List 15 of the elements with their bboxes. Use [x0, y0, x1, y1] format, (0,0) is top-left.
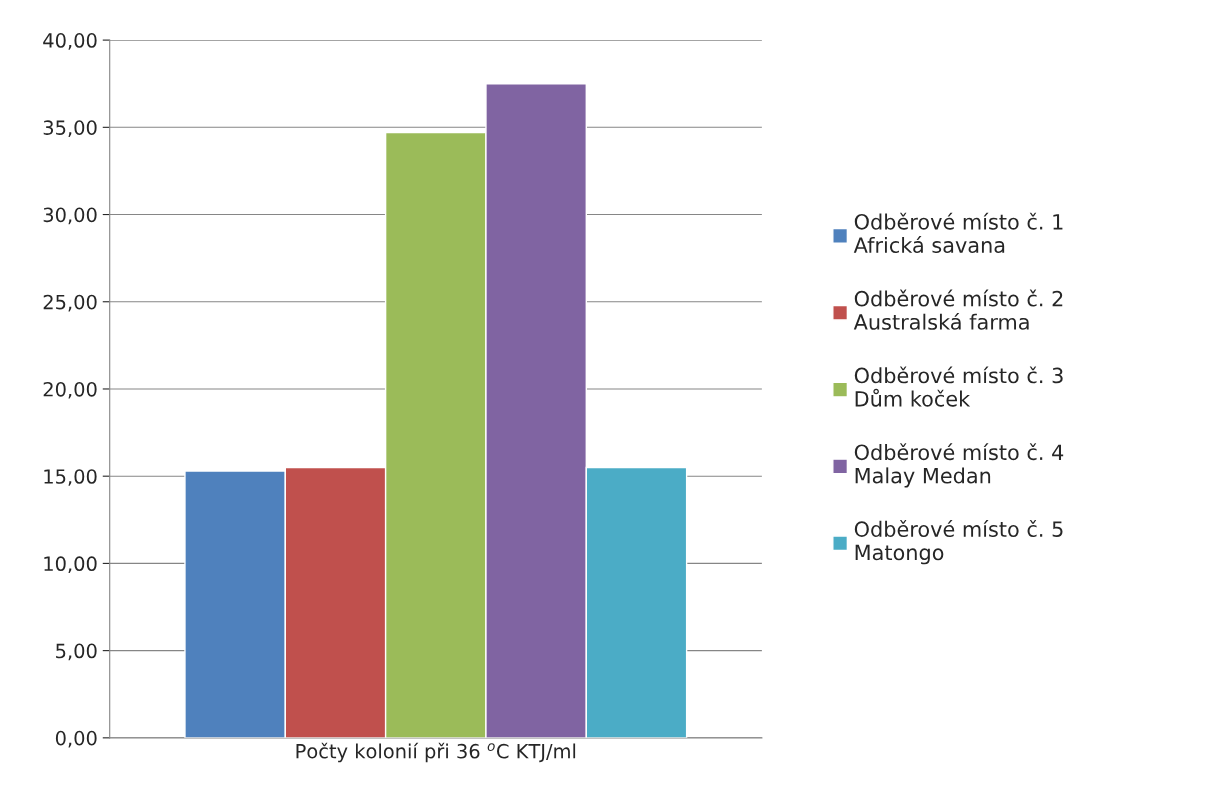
- y-tick-label: 40,00: [43, 33, 97, 50]
- legend-label: Odběrové místo č. 3 Dům koček: [854, 366, 1063, 407]
- legend-label: Odběrové místo č. 1 Africká savana: [853, 212, 1063, 254]
- x-tick-label: Počty kolonií při 36 $^{o}$C KTJ/ml: [296, 742, 576, 763]
- y-tick-label: 5,00: [56, 643, 97, 661]
- legend-label: Odběrové místo č. 2 Australská farma: [853, 289, 1063, 330]
- legend-label: Odběrové místo č. 4 Malay Medan: [854, 443, 1064, 488]
- y-tick-label: 10,00: [44, 556, 97, 574]
- y-tick-label: 20,00: [43, 381, 97, 399]
- y-tick-label: 15,00: [44, 469, 97, 486]
- y-tick-label: 35,00: [43, 120, 97, 137]
- y-tick-label: 30,00: [43, 207, 97, 225]
- y-tick-label: 25,00: [43, 294, 97, 312]
- legend-label: Odběrové místo č. 5 Matongo: [854, 520, 1063, 565]
- y-tick-label: 0,00: [55, 730, 97, 748]
